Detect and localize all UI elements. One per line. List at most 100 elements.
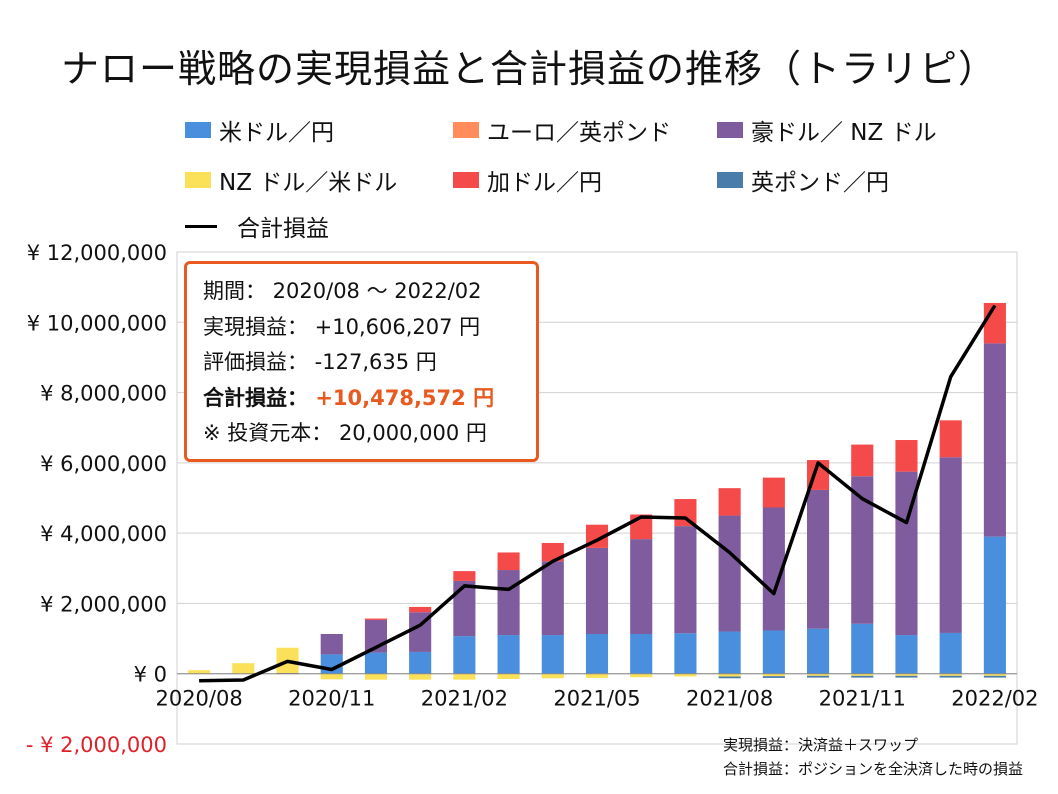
legend-swatch-cadjpy — [453, 172, 479, 188]
bar-segment-5 — [364, 618, 387, 620]
bar-segment-1 — [851, 623, 874, 674]
bar-segment-5 — [541, 542, 564, 562]
bar-segment-4 — [232, 663, 255, 674]
bar-segment-4 — [983, 673, 1006, 676]
bar-segment-6 — [851, 675, 874, 678]
x-tick-label: 2020/11 — [288, 687, 375, 711]
bar-segment-3 — [674, 526, 697, 634]
legend-label-nzdusd: NZ ドル／米ドル — [219, 170, 398, 196]
x-tick-label: 2021/05 — [553, 687, 640, 711]
bar-segment-4 — [674, 673, 697, 677]
summary-total: 合計損益： +10,478,572 円 — [203, 381, 520, 417]
legend-item-nzdusd: NZ ドル／米ドル — [185, 163, 397, 197]
bar-segment-6 — [718, 676, 741, 679]
summary-realized: 実現損益： +10,606,207 円 — [203, 314, 481, 339]
bar-segment-4 — [630, 673, 653, 678]
bar-segment-1 — [364, 652, 387, 674]
bar-segment-1 — [630, 634, 653, 674]
summary-total-label: 合計損益： — [203, 385, 308, 410]
x-tick-label: 2020/08 — [155, 687, 242, 711]
bar-segment-3 — [851, 476, 874, 624]
legend-label-eurgbp: ユーロ／英ポンド — [487, 120, 671, 146]
bar-segment-5 — [718, 488, 741, 516]
bar-segment-5 — [939, 420, 962, 458]
total-line — [199, 304, 997, 683]
legend-label-total: 合計損益 — [237, 216, 329, 242]
legend-item-total: 合計損益 — [185, 209, 329, 243]
legend-item-eurgbp: ユーロ／英ポンド — [453, 113, 671, 147]
legend-item-cadjpy: 加ドル／円 — [453, 163, 602, 197]
bar-segment-4 — [497, 673, 520, 679]
bar-segment-3 — [718, 515, 741, 632]
bar-segment-5 — [762, 477, 785, 508]
bar-segment-4 — [541, 673, 564, 679]
bar-segment-4 — [851, 673, 874, 676]
x-tick-label: 2021/02 — [421, 687, 508, 711]
bar-segment-5 — [453, 571, 476, 581]
y-tick-label: ¥ 8,000,000 — [40, 382, 167, 406]
summary-unrealized: 評価損益： -127,635 円 — [203, 350, 437, 374]
y-tick-label: ¥ 12,000,000 — [27, 241, 167, 265]
summary-box: 期間： 2020/08 ～ 2022/02 実現損益： +10,606,207 … — [184, 261, 539, 462]
y-tick-label: ¥ 6,000,000 — [40, 452, 167, 476]
y-tick-label: ¥ 4,000,000 — [40, 522, 167, 546]
bar-segment-4 — [939, 673, 962, 676]
bar-segment-1 — [497, 635, 520, 674]
y-tick-label: - ¥ 2,000,000 — [26, 733, 167, 757]
bar-segment-3 — [895, 471, 918, 636]
bar-segment-3 — [320, 634, 343, 655]
bar-segment-3 — [762, 507, 785, 631]
bar-segment-5 — [851, 444, 874, 477]
bar-segment-1 — [807, 628, 830, 674]
bar-segment-6 — [939, 675, 962, 678]
legend-swatch-audnzd — [717, 122, 743, 138]
footnote-total: 合計損益：ポジションを全決済した時の損益 — [723, 760, 1024, 778]
legend-line-total — [185, 224, 217, 228]
summary-total-value: +10,478,572 円 — [315, 385, 495, 410]
x-tick-label: 2021/08 — [686, 687, 773, 711]
chart-title: ナロー戦略の実現損益と合計損益の推移（トラリピ） — [60, 47, 997, 91]
legend-swatch-usdjpy — [185, 122, 211, 138]
bar-segment-6 — [983, 675, 1006, 678]
legend-swatch-eurgbp — [453, 122, 479, 138]
bar-segment-1 — [585, 634, 609, 674]
summary-period: 期間： 2020/08 ～ 2022/02 — [203, 279, 482, 303]
bar-segment-4 — [364, 673, 387, 680]
bar-segment-1 — [983, 536, 1006, 674]
bar-segment-1 — [453, 636, 476, 674]
legend-label-audnzd: 豪ドル／ NZ ドル — [751, 120, 937, 146]
bar-segment-3 — [939, 457, 962, 633]
legend-item-audnzd: 豪ドル／ NZ ドル — [717, 113, 937, 147]
bar-segment-3 — [585, 547, 609, 635]
summary-principal: ※ 投資元本： 20,000,000 円 — [203, 421, 487, 445]
y-tick-label: ¥ 0 — [134, 663, 167, 687]
plot-border — [176, 251, 1018, 745]
bar-segment-1 — [762, 630, 785, 674]
footnotes: 実現損益：決済益＋スワップ 合計損益：ポジションを全決済した時の損益 — [723, 733, 1023, 781]
bar-segment-4 — [188, 670, 211, 674]
legend-label-usdjpy: 米ドル／円 — [219, 120, 334, 146]
y-tick-label: ¥ 2,000,000 — [40, 592, 167, 616]
bar-segment-3 — [983, 343, 1006, 537]
legend-swatch-nzdusd — [185, 172, 211, 188]
bar-segment-3 — [807, 489, 830, 629]
x-tick-label: 2022/02 — [951, 687, 1038, 711]
bar-segment-4 — [718, 673, 741, 677]
bar-segment-4 — [895, 673, 918, 676]
bar-segment-6 — [807, 675, 830, 678]
bar-segment-6 — [762, 676, 785, 678]
bar-segment-4 — [409, 673, 432, 680]
bar-segment-4 — [320, 673, 343, 680]
bar-segment-1 — [409, 651, 432, 674]
x-tick-label: 2021/11 — [819, 687, 906, 711]
bar-segment-4 — [762, 673, 785, 677]
bar-segment-3 — [453, 580, 476, 637]
legend-label-cadjpy: 加ドル／円 — [487, 170, 602, 196]
bar-segment-1 — [895, 635, 918, 674]
bar-segment-5 — [409, 606, 432, 613]
legend-item-gbpjpy: 英ポンド／円 — [717, 163, 889, 197]
bar-segment-1 — [939, 632, 962, 674]
bar-segment-6 — [895, 675, 918, 678]
legend-item-usdjpy: 米ドル／円 — [185, 113, 334, 147]
